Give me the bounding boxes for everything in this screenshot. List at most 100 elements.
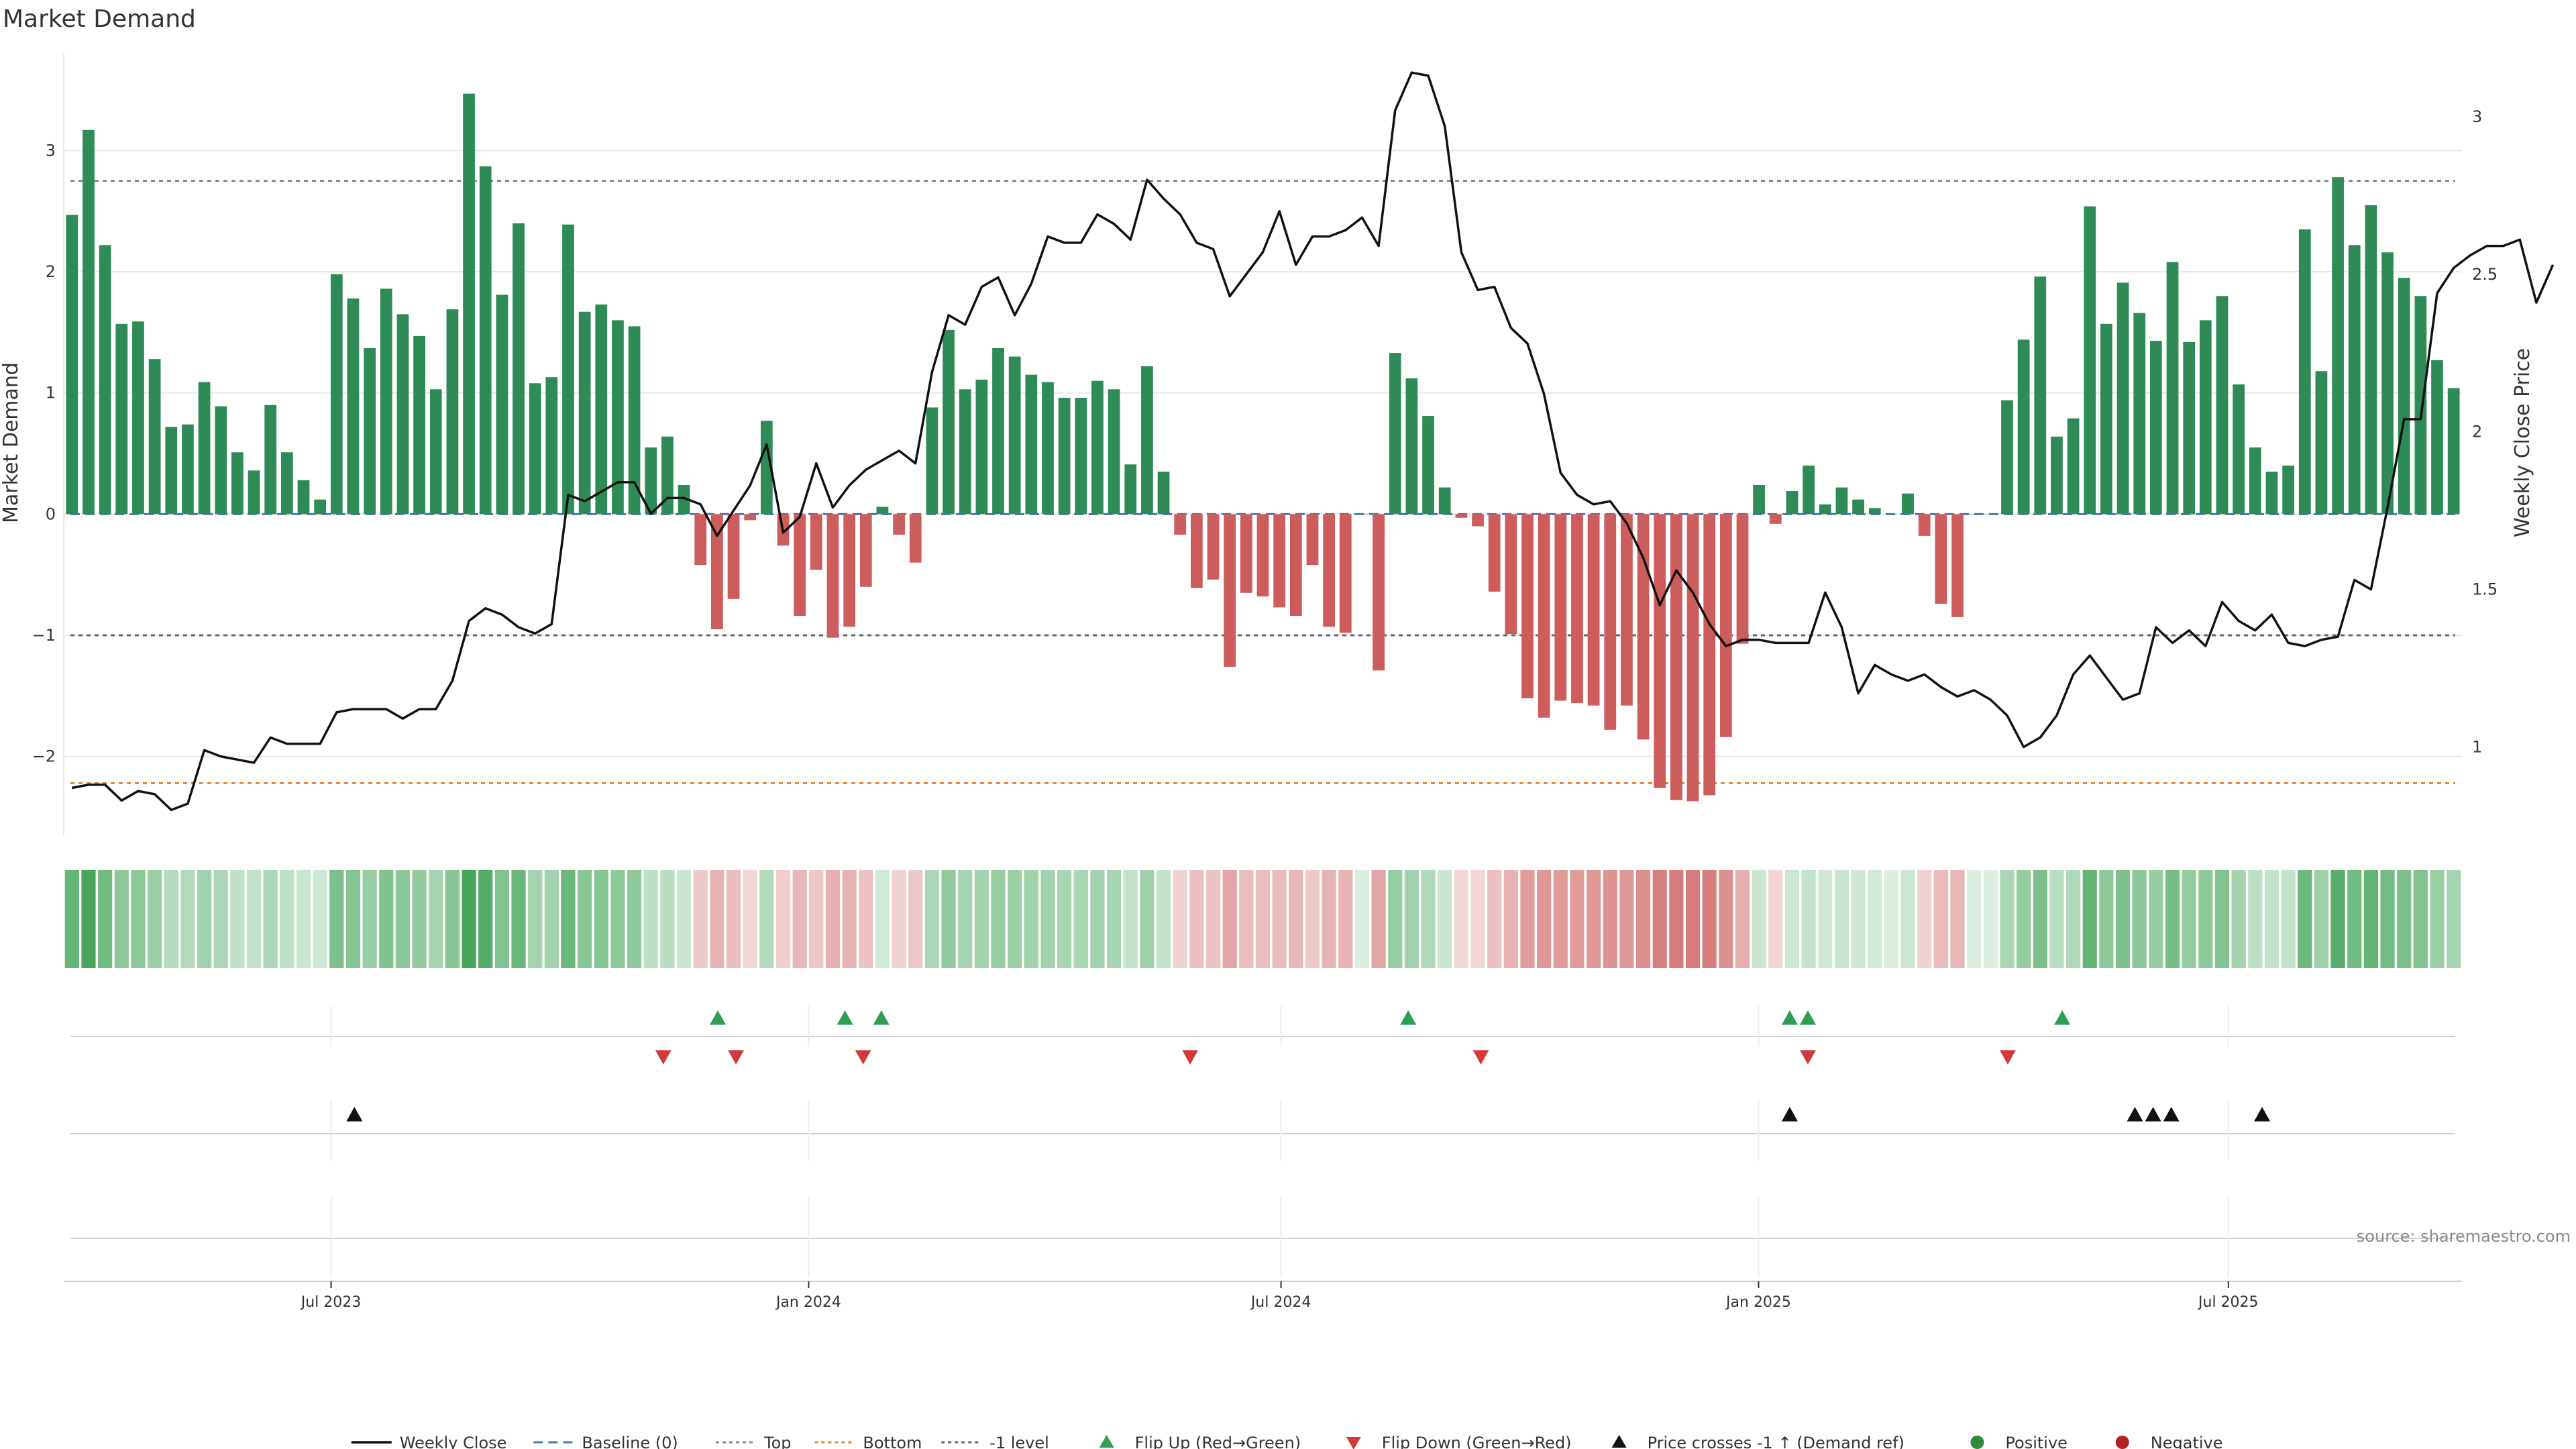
flip-up-marker	[1400, 1010, 1417, 1025]
demand-bar-positive	[429, 389, 442, 515]
demand-bar-positive	[2431, 360, 2443, 515]
demand-bar-positive	[231, 452, 244, 515]
demand-bar-negative	[1637, 514, 1650, 740]
demand-bar-positive	[2216, 296, 2229, 515]
heat-cell	[1123, 870, 1138, 968]
heat-cell	[148, 870, 162, 968]
demand-bar-negative	[1769, 514, 1782, 524]
heat-cell	[1272, 870, 1287, 968]
demand-bar-negative	[909, 514, 922, 563]
demand-bar-positive	[297, 480, 310, 515]
demand-bar-positive	[2150, 341, 2162, 515]
demand-bar-positive	[2315, 371, 2328, 515]
demand-bar-negative	[1935, 514, 1947, 604]
demand-bar-negative	[1670, 514, 1682, 800]
demand-bar-negative	[1240, 514, 1252, 593]
heat-cell	[594, 870, 608, 968]
demand-bar-negative	[1373, 514, 1385, 671]
demand-bar-positive	[380, 288, 392, 515]
heat-cell	[610, 870, 625, 968]
heat-cell	[892, 870, 906, 968]
demand-bar-negative	[1472, 514, 1484, 527]
demand-bar-positive	[2133, 313, 2146, 515]
flip-down-marker	[1472, 1050, 1489, 1065]
heat-cell	[1454, 870, 1468, 968]
heat-cell	[859, 870, 873, 968]
heat-cell	[1305, 870, 1320, 968]
y-tick-label: −2	[32, 747, 56, 766]
demand-bar-positive	[2348, 245, 2361, 515]
heat-cell	[1222, 870, 1237, 968]
heat-cell	[1967, 870, 1982, 968]
heat-cell	[2214, 870, 2230, 968]
demand-bar-positive	[1835, 487, 1848, 515]
demand-bar-positive	[678, 485, 690, 515]
heat-cell	[1719, 870, 1733, 968]
heat-cell	[1884, 870, 1898, 968]
demand-bar-negative	[794, 514, 806, 616]
heat-cell	[379, 870, 394, 968]
heat-cell	[2330, 870, 2345, 968]
heat-cell	[213, 870, 228, 968]
heat-cell	[1404, 870, 1419, 968]
heat-cell	[98, 870, 113, 968]
heat-cell	[875, 870, 890, 968]
heat-cell	[1239, 870, 1254, 968]
demand-bar-positive	[264, 405, 277, 515]
heat-cell	[2231, 870, 2246, 968]
demand-bar-negative	[1587, 514, 1600, 706]
demand-bar-positive	[2084, 206, 2096, 515]
demand-bar-positive	[2100, 323, 2112, 515]
x-tick-label: Jan 2024	[775, 1294, 841, 1311]
heat-cell	[445, 870, 460, 968]
demand-bar-positive	[1008, 356, 1021, 515]
heat-cell	[1322, 870, 1336, 968]
heat-cell	[1008, 870, 1022, 968]
demand-bar-positive	[396, 314, 409, 515]
flip-up-marker	[873, 1010, 890, 1025]
legend-label: Price crosses -1 ↑ (Demand ref)	[1648, 1434, 1904, 1449]
demand-bar-negative	[810, 514, 822, 570]
demand-bar-positive	[364, 347, 376, 515]
heat-cell	[180, 870, 195, 968]
heat-cell	[2298, 870, 2312, 968]
demand-bar-positive	[2017, 339, 2030, 515]
legend-item: Bottom	[814, 1434, 922, 1449]
heat-cell	[991, 870, 1006, 968]
heat-cell	[2281, 870, 2296, 968]
heat-cell	[775, 870, 791, 968]
demand-bar-negative	[1918, 514, 1931, 536]
heat-cell	[1156, 870, 1171, 968]
legend-label: Negative	[2151, 1434, 2223, 1449]
demand-bar-negative	[744, 514, 757, 521]
demand-bar-positive	[562, 224, 574, 515]
demand-bar-positive	[248, 470, 260, 515]
heat-cell	[2099, 870, 2114, 968]
demand-bar-positive	[612, 320, 624, 515]
legend-label: Positive	[2005, 1434, 2068, 1449]
right-axis: 1 1.5 2 2.5 3	[2472, 107, 2498, 757]
demand-bar-positive	[1405, 378, 1418, 515]
heat-cell	[1040, 870, 1055, 968]
y-tick-label: 1	[46, 384, 56, 402]
demand-bar-positive	[2199, 320, 2212, 515]
heat-cell	[1570, 870, 1585, 968]
signal-panels	[64, 1006, 2462, 1282]
demand-bar-negative	[1703, 514, 1716, 796]
heat-cell	[1140, 870, 1155, 968]
heat-cell	[1057, 870, 1072, 968]
demand-bar-positive	[2001, 400, 2013, 515]
heat-cell	[2149, 870, 2163, 968]
heat-cell	[1619, 870, 1634, 968]
heat-cell	[693, 870, 708, 968]
demand-bar-positive	[1091, 380, 1104, 515]
heat-cell	[1107, 870, 1122, 968]
demand-bar-negative	[1571, 514, 1583, 704]
heat-cell	[1090, 870, 1105, 968]
demand-bar-negative	[1455, 514, 1468, 518]
demand-bar-negative	[1654, 514, 1666, 788]
heat-cell	[1768, 870, 1783, 968]
price-cross-marker	[1781, 1107, 1798, 1122]
demand-bar-negative	[1686, 514, 1699, 802]
